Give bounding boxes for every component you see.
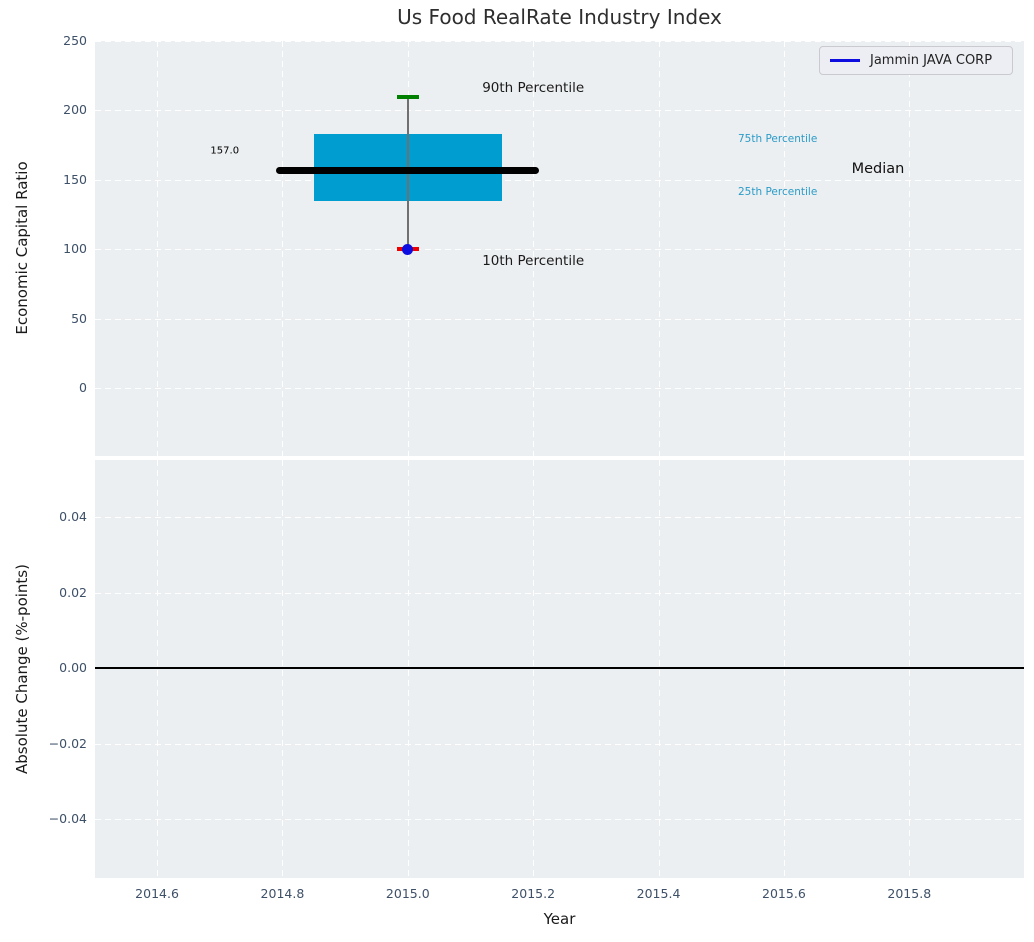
gridline-horizontal (95, 517, 1024, 519)
gridline-vertical (533, 41, 535, 456)
gridline-vertical (282, 41, 284, 456)
x-axis-label: Year (543, 910, 576, 928)
y-tick-label: 0.04 (59, 509, 87, 525)
y-tick-label: −0.04 (48, 811, 87, 827)
y-tick-label: −0.02 (48, 735, 87, 751)
annotation: 10th Percentile (482, 252, 585, 269)
y-tick-label: 0.00 (59, 660, 87, 676)
y-tick-label: 150 (63, 171, 87, 187)
annotation: 90th Percentile (482, 80, 585, 97)
y-tick-label: 0.02 (59, 584, 87, 600)
y-tick-label: 250 (63, 33, 87, 48)
annotation: Median (851, 160, 905, 177)
legend-label: Jammin JAVA CORP (870, 53, 993, 68)
x-tick-label: 2015.8 (887, 886, 932, 901)
gridline-vertical (909, 41, 911, 456)
gridline-horizontal (95, 249, 1024, 251)
gridline-horizontal (95, 41, 1024, 42)
gridline-horizontal (95, 592, 1024, 594)
y-tick-label: 200 (63, 102, 87, 118)
bottom-plot-area (95, 460, 1024, 878)
y-tick-label: 0 (79, 379, 87, 395)
x-tick-label: 2015.2 (511, 886, 556, 901)
company-marker (402, 243, 414, 255)
x-tick-label: 2015.4 (636, 886, 681, 901)
y-tick-label: 100 (63, 241, 87, 257)
gridline-horizontal (95, 110, 1024, 112)
legend-line-swatch (830, 59, 860, 62)
gridline-horizontal (95, 387, 1024, 389)
gridline-horizontal (95, 318, 1024, 320)
gridline-horizontal (95, 179, 1024, 181)
annotation: 75th Percentile (738, 132, 818, 145)
median-line (276, 166, 540, 174)
annotation: 25th Percentile (738, 186, 818, 199)
x-tick-label: 2015.6 (762, 886, 806, 901)
top-plot-area: 157.0 90th Percentile 10th Percentile 75th … (95, 41, 1024, 456)
x-tick-label: 2015.0 (385, 886, 430, 901)
p90-cap (396, 95, 420, 99)
annotation: 157.0 (210, 145, 240, 157)
y-tick-label: 50 (71, 310, 87, 326)
gridline-vertical (157, 41, 159, 456)
x-tick-label: 2014.8 (260, 886, 305, 901)
legend: Jammin JAVA CORP (819, 46, 1013, 75)
gridline-horizontal (95, 819, 1024, 821)
x-tick-label: 2014.6 (135, 886, 179, 901)
gridline-vertical (783, 41, 785, 456)
chart-title: Us Food RealRate Industry Index (397, 5, 722, 29)
gridline-horizontal (95, 743, 1024, 745)
zero-line (95, 667, 1024, 669)
gridline-vertical (658, 41, 660, 456)
